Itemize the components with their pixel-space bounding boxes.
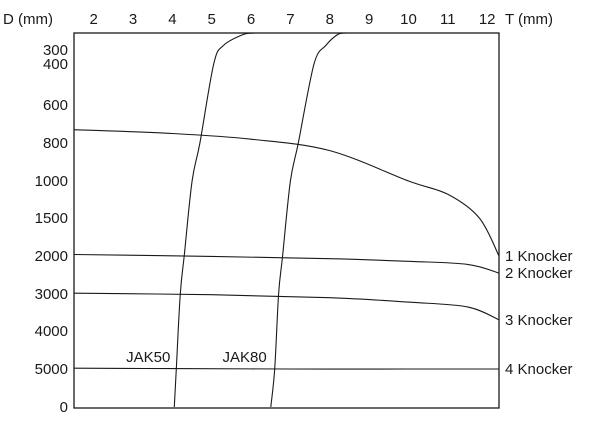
jak-series-group	[173, 32, 346, 408]
x-tick-label: 12	[479, 11, 496, 28]
x-tick-label: 8	[326, 11, 334, 28]
y-tick-label: 3000	[35, 286, 68, 303]
knocker-series-line	[73, 129, 500, 257]
y-tick-label: 2000	[35, 248, 68, 265]
knocker-series-label: 1 Knocker	[505, 248, 573, 265]
y-tick-label: 4000	[35, 323, 68, 340]
y-axis-title: D (mm)	[3, 11, 53, 28]
knocker-series-label: 4 Knocker	[505, 361, 573, 378]
jak-series-line	[173, 32, 256, 408]
x-tick-label: 7	[286, 11, 294, 28]
knocker-series-line	[73, 253, 500, 274]
y-tick-label: 400	[43, 56, 68, 73]
jak-series-label: JAK50	[126, 349, 170, 366]
y-tick-label: 800	[43, 135, 68, 152]
x-tick-label: 5	[208, 11, 216, 28]
x-tick-labels: 2 3 4 5 6 7 8 9 10 11 12	[90, 11, 496, 28]
x-tick-label: 3	[129, 11, 137, 28]
y-tick-label: 1500	[35, 210, 68, 227]
knocker-series-label: 3 Knocker	[505, 312, 573, 329]
y-tick-label: 0	[60, 399, 68, 416]
knocker-series-label: 2 Knocker	[505, 265, 573, 282]
x-tick-label: 11	[440, 11, 456, 28]
y-tick-label: 600	[43, 97, 68, 114]
jak-series-label: JAK80	[223, 349, 267, 366]
y-tick-label: 300	[43, 42, 68, 59]
knocker-series-line	[73, 292, 500, 321]
x-tick-label: 6	[247, 11, 255, 28]
jak-series-line	[270, 32, 346, 408]
plot-frame	[73, 32, 500, 409]
x-tick-label: 10	[400, 11, 417, 28]
x-axis-title: T (mm)	[505, 11, 553, 28]
y-tick-label: 5000	[35, 361, 68, 378]
x-tick-label: 4	[168, 11, 176, 28]
knocker-series-group	[73, 129, 500, 370]
x-tick-label: 9	[365, 11, 373, 28]
y-tick-label: 1000	[35, 173, 68, 190]
x-tick-label: 2	[90, 11, 98, 28]
knocker-series-line	[73, 367, 499, 370]
